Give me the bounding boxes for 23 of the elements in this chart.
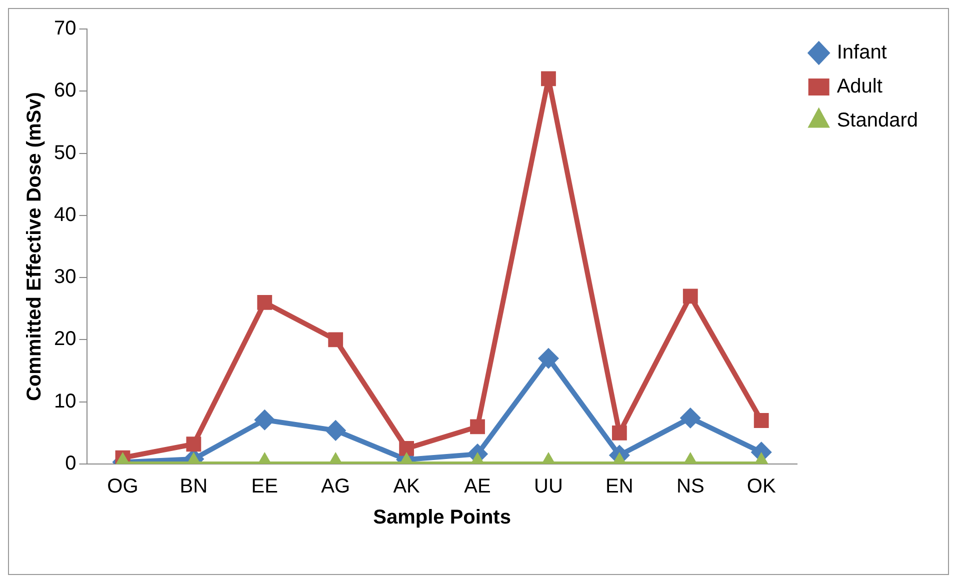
legend-label: Standard bbox=[836, 110, 918, 132]
y-tick-label: 0 bbox=[65, 452, 76, 475]
y-axis-title: Committed Effective Dose (mSv) bbox=[24, 92, 46, 401]
y-tick-label: 70 bbox=[54, 18, 76, 40]
x-tick-label: AK bbox=[393, 476, 421, 498]
legend-label: Adult bbox=[836, 76, 883, 98]
x-tick-label: AG bbox=[321, 476, 350, 498]
y-tick-label: 30 bbox=[54, 266, 76, 288]
x-tick-label: OG bbox=[107, 476, 138, 498]
y-tick-label: 50 bbox=[54, 142, 76, 164]
x-tick-label: EE bbox=[251, 476, 278, 498]
x-axis-title: Sample Points bbox=[373, 506, 511, 529]
legend-label: Infant bbox=[836, 42, 888, 64]
x-tick-label: AE bbox=[464, 476, 491, 498]
y-tick-label: 40 bbox=[54, 204, 76, 226]
y-tick-label: 60 bbox=[54, 80, 76, 102]
x-tick-label: UU bbox=[534, 476, 563, 498]
x-tick-label: NS bbox=[676, 476, 704, 498]
x-tick-label: BN bbox=[180, 476, 208, 498]
y-tick-label: 10 bbox=[54, 390, 76, 412]
y-tick-label: 20 bbox=[54, 328, 76, 350]
x-tick-label: OK bbox=[746, 476, 776, 498]
x-tick-label: EN bbox=[606, 476, 634, 498]
